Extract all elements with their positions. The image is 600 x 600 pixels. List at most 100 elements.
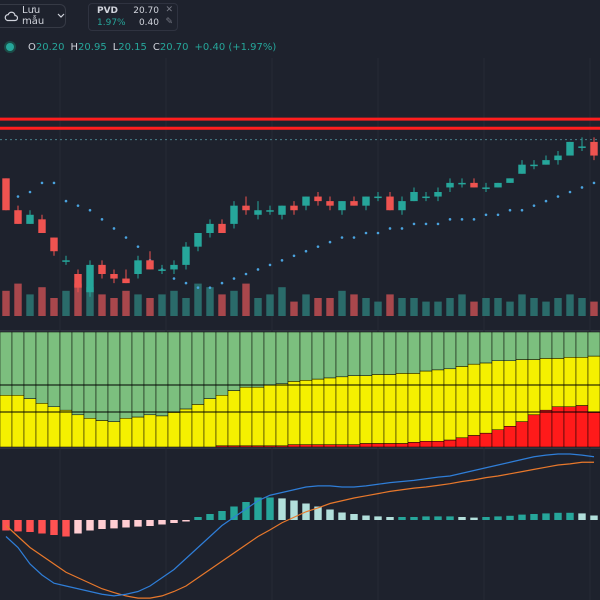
- candle-body: [590, 141, 598, 156]
- symbol-change-abs: 0.40: [138, 18, 159, 28]
- psar-dot: [412, 222, 416, 226]
- macd-histogram-bar: [410, 517, 418, 520]
- macd-histogram-bar: [26, 520, 34, 532]
- volume-bar: [122, 290, 130, 316]
- trend-red-bar: [299, 444, 313, 448]
- macd-histogram-bar: [518, 514, 526, 520]
- trend-yellow-bar: [263, 384, 277, 447]
- trend-yellow-bar: [191, 404, 205, 448]
- psar-dot: [100, 218, 104, 221]
- close-label: C: [152, 41, 160, 53]
- trend-red-bar: [395, 443, 409, 448]
- volume-bar: [542, 301, 550, 316]
- macd-histogram-bar: [482, 517, 490, 520]
- volume-bar: [110, 298, 118, 316]
- trend-yellow-bar: [431, 369, 445, 442]
- macd-histogram-bar: [122, 520, 130, 528]
- trend-green-bar: [71, 331, 85, 416]
- macd-histogram-bar: [170, 520, 178, 523]
- high-label: H: [70, 41, 79, 53]
- trend-red-bar: [527, 414, 541, 448]
- trend-yellow-bar: [71, 414, 85, 448]
- cloud-icon: [4, 10, 18, 22]
- trend-green-bar: [239, 331, 253, 388]
- trend-green-bar: [95, 331, 109, 421]
- candle-body: [434, 192, 442, 197]
- macd-histogram-bar: [242, 502, 250, 520]
- psar-dot: [508, 208, 512, 212]
- psar-dot: [88, 208, 92, 212]
- macd-histogram-bar: [254, 497, 262, 520]
- trend-green-bar: [131, 331, 145, 418]
- candle-body: [470, 182, 478, 188]
- psar-dot: [232, 277, 236, 280]
- volume-bar: [50, 298, 58, 316]
- trend-red-bar: [467, 435, 481, 448]
- chevron-down-icon[interactable]: [57, 13, 65, 19]
- psar-dot: [256, 268, 260, 271]
- psar-dot: [532, 204, 536, 207]
- volume-bar: [26, 294, 34, 316]
- volume-bar: [2, 290, 10, 316]
- volume-bar: [434, 301, 442, 316]
- candle-body: [194, 233, 202, 247]
- psar-dot: [112, 227, 116, 230]
- candle-body: [446, 182, 454, 188]
- macd-histogram-bar: [362, 515, 370, 520]
- psar-dot: [304, 249, 308, 253]
- trend-green-bar: [23, 331, 37, 399]
- trend-red-bar: [563, 406, 577, 448]
- macd-histogram-bar: [194, 517, 202, 520]
- symbol-watch-card[interactable]: PVD 20.70 ✕ 1.97% 0.40 ✎: [88, 3, 178, 31]
- trend-green-bar: [275, 331, 289, 384]
- trend-green-bar: [59, 331, 73, 411]
- macd-histogram-bar: [74, 520, 82, 534]
- trend-green-bar: [335, 331, 349, 378]
- macd-histogram-bar: [206, 514, 214, 520]
- trend-green-bar: [203, 331, 217, 399]
- volume-bar: [218, 294, 226, 316]
- candle-body: [26, 214, 34, 224]
- candle-body: [98, 264, 106, 274]
- trend-red-bar: [371, 443, 385, 448]
- macd-line: [5, 453, 595, 597]
- chart-area[interactable]: [0, 58, 600, 600]
- macd-histogram-bar: [14, 520, 22, 532]
- candle-body: [302, 196, 310, 206]
- edit-icon[interactable]: ✎: [165, 17, 173, 27]
- trend-yellow-bar: [575, 357, 589, 406]
- volume-bar: [350, 294, 358, 316]
- trend-red-bar: [275, 445, 289, 448]
- trend-green-bar: [503, 331, 517, 361]
- psar-dot: [16, 195, 20, 198]
- high-value: 20.95: [78, 41, 107, 53]
- psar-dot: [400, 227, 404, 230]
- volume-bar: [386, 294, 394, 316]
- macd-histogram-bar: [146, 520, 154, 526]
- candle-body: [338, 201, 346, 211]
- candle-body: [350, 201, 358, 206]
- trend-green-bar: [359, 331, 373, 376]
- symbol-ticker: PVD: [97, 6, 119, 16]
- psar-dot: [544, 199, 548, 203]
- trend-green-bar: [431, 331, 445, 371]
- macd-histogram-bar: [86, 520, 94, 531]
- trend-red-bar: [239, 445, 253, 448]
- trend-green-bar: [563, 331, 577, 358]
- trend-yellow-bar: [419, 370, 433, 442]
- candle-body: [266, 210, 274, 212]
- macd-histogram-bar: [530, 514, 538, 520]
- macd-histogram-bar: [278, 498, 286, 520]
- trend-yellow-bar: [527, 359, 541, 416]
- save-template-button[interactable]: Lưu mẫu: [0, 4, 66, 28]
- trend-yellow-bar: [479, 362, 493, 434]
- trend-yellow-bar: [539, 358, 553, 411]
- candle-body: [290, 205, 298, 211]
- volume-bar: [14, 283, 22, 316]
- psar-dot: [136, 245, 140, 248]
- psar-dot: [52, 181, 56, 185]
- trend-red-bar: [359, 443, 373, 448]
- trend-red-bar: [383, 443, 397, 448]
- close-icon[interactable]: ✕: [165, 5, 173, 15]
- volume-bar: [554, 298, 562, 316]
